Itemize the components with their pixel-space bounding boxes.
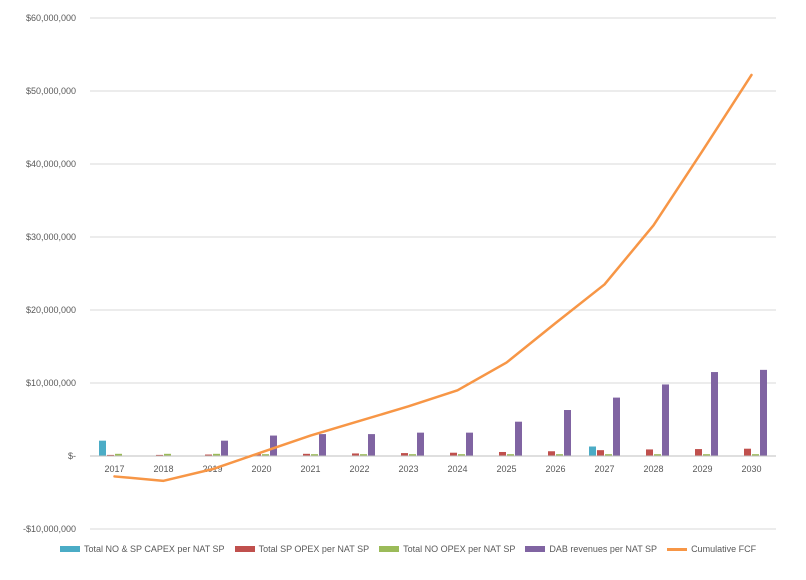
dab-revenues-per-nat-sp-bar xyxy=(221,440,228,456)
total-no-opex-per-nat-sp-bar xyxy=(458,454,465,456)
total-no-opex-per-nat-sp-bar xyxy=(507,454,514,456)
legend-swatch xyxy=(667,547,688,551)
y-tick-label: $60,000,000 xyxy=(26,13,76,23)
x-tick-label: 2025 xyxy=(496,464,516,474)
total-sp-opex-per-nat-sp-bar xyxy=(352,453,359,456)
x-tick-label: 2020 xyxy=(251,464,271,474)
legend-item-total-sp-opex-per-nat-sp: Total SP OPEX per NAT SP xyxy=(234,544,370,554)
dab-revenues-per-nat-sp-bar xyxy=(466,432,473,456)
total-sp-opex-per-nat-sp-bar xyxy=(597,450,604,456)
y-tick-label: $50,000,000 xyxy=(26,86,76,96)
legend-swatch xyxy=(525,546,546,552)
legend: Total NO & SP CAPEX per NAT SP Total SP O… xyxy=(60,544,756,554)
gridlines xyxy=(90,17,776,530)
x-tick-label: 2023 xyxy=(398,464,418,474)
dab-revenues-per-nat-sp-bar xyxy=(613,397,620,456)
dab-revenues-per-nat-sp-bar xyxy=(662,384,669,456)
total-no-opex-per-nat-sp-bar xyxy=(703,454,710,456)
x-tick-label: 2029 xyxy=(692,464,712,474)
legend-label: Total SP OPEX per NAT SP xyxy=(258,544,370,554)
total-no-opex-per-nat-sp-bar xyxy=(605,454,612,456)
x-tick-label: 2026 xyxy=(545,464,565,474)
x-tick-label: 2030 xyxy=(741,464,761,474)
total-sp-opex-per-nat-sp-bar xyxy=(744,448,751,456)
legend-swatch xyxy=(234,546,255,552)
cumulative-fcf-line xyxy=(113,73,753,483)
legend-item-total-no-sp-capex-per-nat-sp: Total NO & SP CAPEX per NAT SP xyxy=(60,544,225,554)
legend-swatch xyxy=(60,546,80,552)
total-no-opex-per-nat-sp-bar xyxy=(360,454,367,456)
dab-revenues-per-nat-sp-bar xyxy=(515,421,522,456)
y-tick-label: -$10,000,000 xyxy=(23,524,76,534)
total-sp-opex-per-nat-sp-bar xyxy=(303,453,310,456)
dab-revenues-per-nat-sp-bar xyxy=(564,410,571,456)
legend-swatch xyxy=(379,546,400,552)
total-sp-opex-per-nat-sp-bar xyxy=(646,449,653,456)
x-tick-label: 2021 xyxy=(300,464,320,474)
total-no-opex-per-nat-sp-bar xyxy=(654,454,661,456)
legend-item-cumulative-fcf: Cumulative FCF xyxy=(667,544,756,554)
legend-label: DAB revenues per NAT SP xyxy=(549,544,658,554)
x-tick-label: 2024 xyxy=(447,464,467,474)
total-no-sp-capex-per-nat-sp-bar xyxy=(99,440,106,456)
total-sp-opex-per-nat-sp-bar xyxy=(401,453,408,456)
total-sp-opex-per-nat-sp-bar xyxy=(107,454,114,456)
y-tick-label: $40,000,000 xyxy=(26,159,76,169)
dab-revenues-per-nat-sp-bar xyxy=(319,434,326,456)
legend-label: Total NO OPEX per NAT SP xyxy=(403,544,516,554)
cumulative-fcf-line-layer xyxy=(113,73,753,483)
total-no-opex-per-nat-sp-bar xyxy=(752,454,759,456)
x-tick-label: 2022 xyxy=(349,464,369,474)
dab-revenues-per-nat-sp-bar xyxy=(711,372,718,456)
y-axis-tick-labels: $60,000,000 $50,000,000 $40,000,000 $30,000… xyxy=(23,13,76,534)
total-no-opex-per-nat-sp-bar xyxy=(409,454,416,456)
total-no-opex-per-nat-sp-bar xyxy=(164,453,171,456)
total-no-opex-per-nat-sp-bar xyxy=(213,453,220,456)
bars xyxy=(99,369,767,456)
legend-label: Cumulative FCF xyxy=(691,544,757,554)
legend-item-dab-revenues-per-nat-sp: DAB revenues per NAT SP xyxy=(525,544,657,554)
dab-revenues-per-nat-sp-bar xyxy=(417,432,424,456)
legend-label: Total NO & SP CAPEX per NAT SP xyxy=(84,544,225,554)
x-tick-label: 2018 xyxy=(153,464,173,474)
x-tick-label: 2028 xyxy=(643,464,663,474)
x-tick-label: 2027 xyxy=(594,464,614,474)
total-sp-opex-per-nat-sp-bar xyxy=(254,454,261,456)
dab-revenues-per-nat-sp-bar xyxy=(270,435,277,456)
y-tick-label: $- xyxy=(68,451,76,461)
y-tick-label: $10,000,000 xyxy=(26,378,76,388)
total-no-opex-per-nat-sp-bar xyxy=(556,454,563,456)
dab-revenues-per-nat-sp-bar xyxy=(368,434,375,456)
legend-item-total-no-opex-per-nat-sp: Total NO OPEX per NAT SP xyxy=(379,544,515,554)
y-tick-label: $20,000,000 xyxy=(26,305,76,315)
x-tick-label: 2017 xyxy=(104,464,124,474)
total-no-sp-capex-per-nat-sp-bar xyxy=(589,446,596,456)
total-no-opex-per-nat-sp-bar xyxy=(115,453,122,456)
total-sp-opex-per-nat-sp-bar xyxy=(205,454,212,456)
total-sp-opex-per-nat-sp-bar xyxy=(156,454,163,456)
total-sp-opex-per-nat-sp-bar xyxy=(548,451,555,456)
dab-revenues-per-nat-sp-bar xyxy=(760,369,767,456)
total-sp-opex-per-nat-sp-bar xyxy=(499,451,506,456)
total-no-opex-per-nat-sp-bar xyxy=(262,454,269,456)
total-sp-opex-per-nat-sp-bar xyxy=(450,452,457,456)
total-no-opex-per-nat-sp-bar xyxy=(311,454,318,456)
y-tick-label: $30,000,000 xyxy=(26,232,76,242)
total-sp-opex-per-nat-sp-bar xyxy=(695,449,702,456)
